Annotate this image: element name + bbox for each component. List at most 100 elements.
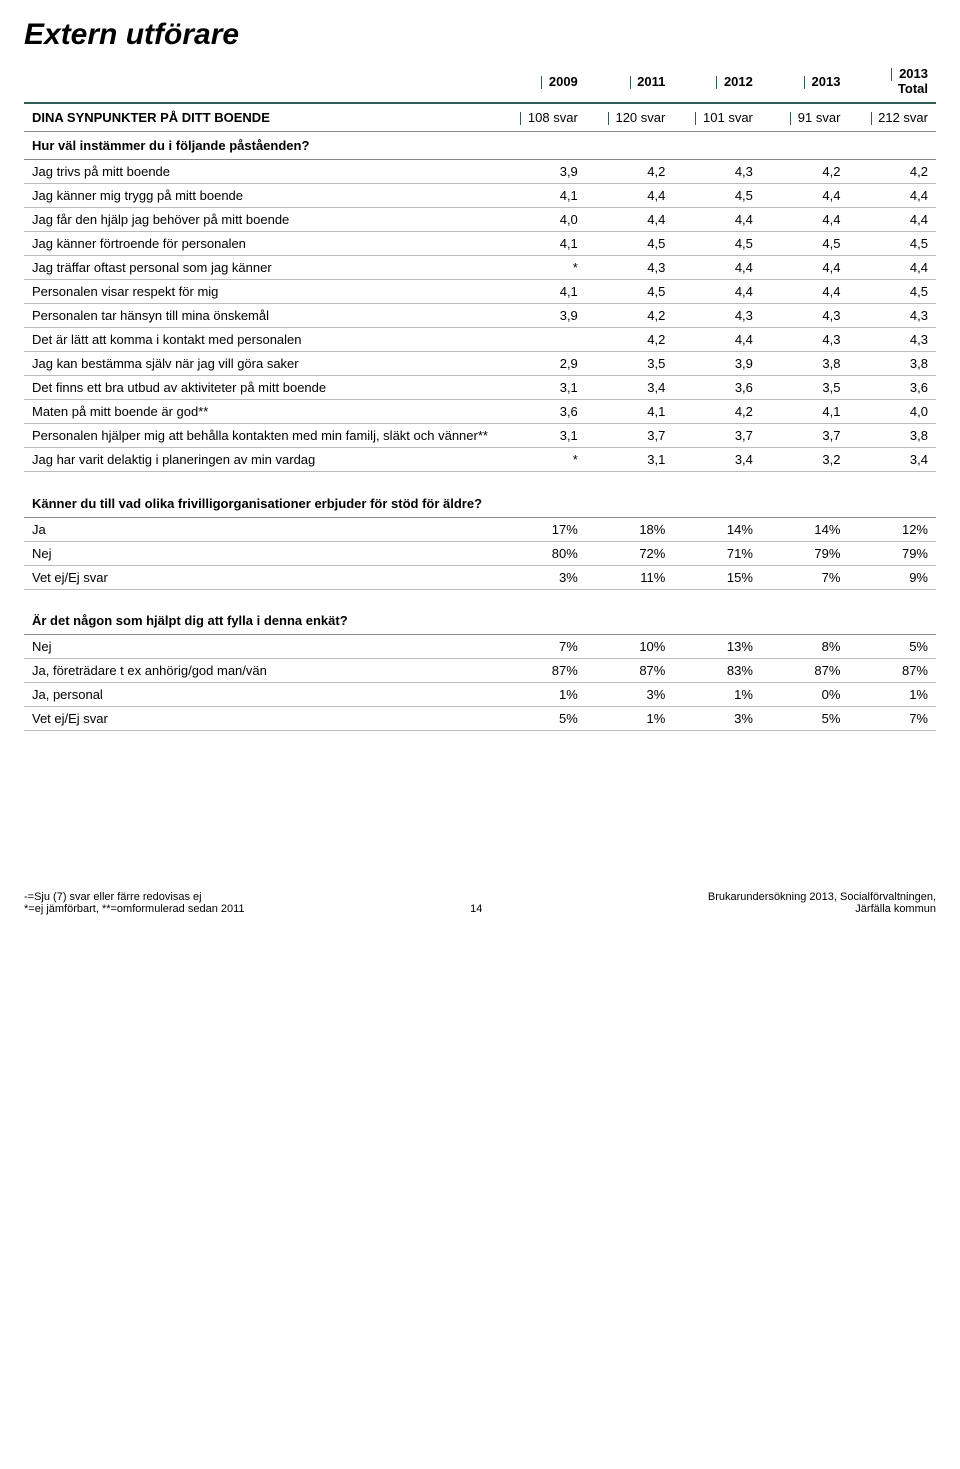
row-val: 4,5 <box>761 232 849 256</box>
row-val: 3,7 <box>586 424 674 448</box>
row-val: 4,2 <box>673 400 761 424</box>
row-val: 4,5 <box>586 280 674 304</box>
table-row: Jag känner mig trygg på mitt boende4,14,… <box>24 184 936 208</box>
row-label: Maten på mitt boende är god** <box>24 400 498 424</box>
row-label: Det finns ett bra utbud av aktiviteter p… <box>24 376 498 400</box>
row-val: 1% <box>673 683 761 707</box>
section-heading: Är det någon som hjälpt dig att fylla i … <box>24 607 936 635</box>
row-val: 71% <box>673 541 761 565</box>
row-val: 4,3 <box>761 328 849 352</box>
row-val: 4,4 <box>586 184 674 208</box>
section-val: 120 svar <box>586 103 674 132</box>
row-val: 12% <box>848 517 936 541</box>
row-val: 3,7 <box>673 424 761 448</box>
table-row: Jag trivs på mitt boende3,94,24,34,24,2 <box>24 160 936 184</box>
row-val: 0% <box>761 683 849 707</box>
table-row: Jag känner förtroende för personalen4,14… <box>24 232 936 256</box>
row-val: 4,4 <box>673 208 761 232</box>
year-col: 2011 <box>586 60 674 103</box>
row-val: 17% <box>498 517 586 541</box>
row-label: Ja <box>24 517 498 541</box>
row-val: 1% <box>848 683 936 707</box>
table-row: Personalen hjälper mig att behålla konta… <box>24 424 936 448</box>
row-val: 10% <box>586 635 674 659</box>
row-val: 1% <box>498 683 586 707</box>
row-val: 13% <box>673 635 761 659</box>
row-label: Vet ej/Ej svar <box>24 565 498 589</box>
row-val: 83% <box>673 659 761 683</box>
row-val: 79% <box>848 541 936 565</box>
row-val: 87% <box>586 659 674 683</box>
row-val: 2,9 <box>498 352 586 376</box>
row-val: 80% <box>498 541 586 565</box>
footer-note-1: -=Sju (7) svar eller färre redovisas ej <box>24 891 245 903</box>
row-val: 4,0 <box>848 400 936 424</box>
row-val: 14% <box>761 517 849 541</box>
row-val: 4,3 <box>848 304 936 328</box>
row-val: 4,2 <box>586 328 674 352</box>
row-val: 4,4 <box>848 256 936 280</box>
row-val: 3,5 <box>586 352 674 376</box>
row-val: 4,4 <box>673 256 761 280</box>
row-val: 3,4 <box>848 448 936 472</box>
row-val: 87% <box>848 659 936 683</box>
row-label: Ja, företrädare t ex anhörig/god man/vän <box>24 659 498 683</box>
row-val: 11% <box>586 565 674 589</box>
page-footer: -=Sju (7) svar eller färre redovisas ej … <box>24 891 936 915</box>
row-val: 4,4 <box>673 280 761 304</box>
row-val: 3,9 <box>673 352 761 376</box>
row-val: 4,3 <box>848 328 936 352</box>
row-val: 4,4 <box>848 208 936 232</box>
row-val: 14% <box>673 517 761 541</box>
row-val: * <box>498 448 586 472</box>
table-row: Det finns ett bra utbud av aktiviteter p… <box>24 376 936 400</box>
section-label: Är det någon som hjälpt dig att fylla i … <box>24 607 936 635</box>
row-val: 4,4 <box>673 328 761 352</box>
year-col: 2009 <box>498 60 586 103</box>
table-row: Vet ej/Ej svar3%11%15%7%9% <box>24 565 936 589</box>
row-val: 4,2 <box>586 160 674 184</box>
row-val: 4,4 <box>761 208 849 232</box>
row-label: Jag känner mig trygg på mitt boende <box>24 184 498 208</box>
row-val: 4,1 <box>761 400 849 424</box>
row-val: 4,1 <box>498 232 586 256</box>
row-label: Ja, personal <box>24 683 498 707</box>
table-row: Ja, företrädare t ex anhörig/god man/vän… <box>24 659 936 683</box>
year-col: 2013 Total <box>848 60 936 103</box>
row-val: 4,5 <box>673 184 761 208</box>
row-val: 9% <box>848 565 936 589</box>
row-val: 3,4 <box>586 376 674 400</box>
footer-note-2: *=ej jämförbart, **=omformulerad sedan 2… <box>24 903 245 915</box>
row-val: 3,7 <box>761 424 849 448</box>
table-row: Jag får den hjälp jag behöver på mitt bo… <box>24 208 936 232</box>
row-label: Personalen hjälper mig att behålla konta… <box>24 424 498 448</box>
table-row: Nej80%72%71%79%79% <box>24 541 936 565</box>
row-val: 3,1 <box>498 376 586 400</box>
row-label: Nej <box>24 635 498 659</box>
row-val: 4,3 <box>673 160 761 184</box>
row-label: Jag träffar oftast personal som jag känn… <box>24 256 498 280</box>
row-val: 4,1 <box>498 280 586 304</box>
row-val: 3,9 <box>498 304 586 328</box>
section-heading: DINA SYNPUNKTER PÅ DITT BOENDE 108 svar … <box>24 103 936 132</box>
section-label: Känner du till vad olika frivilligorgani… <box>24 490 936 518</box>
row-label: Vet ej/Ej svar <box>24 707 498 731</box>
row-val: 3,8 <box>848 424 936 448</box>
footer-source-1: Brukarundersökning 2013, Socialförvaltni… <box>708 891 936 903</box>
row-val: 4,5 <box>848 232 936 256</box>
row-val: 4,4 <box>848 184 936 208</box>
row-val: 4,3 <box>761 304 849 328</box>
row-val: 7% <box>498 635 586 659</box>
section-label: DINA SYNPUNKTER PÅ DITT BOENDE <box>24 103 498 132</box>
row-val: 4,2 <box>586 304 674 328</box>
row-val: 72% <box>586 541 674 565</box>
row-val: 4,3 <box>673 304 761 328</box>
row-val: 4,1 <box>498 184 586 208</box>
table-row: Personalen tar hänsyn till mina önskemål… <box>24 304 936 328</box>
row-val: 87% <box>498 659 586 683</box>
row-val: 1% <box>586 707 674 731</box>
row-val: * <box>498 256 586 280</box>
table-row: Nej7%10%13%8%5% <box>24 635 936 659</box>
row-val: 4,4 <box>586 208 674 232</box>
footer-source-2: Järfälla kommun <box>708 903 936 915</box>
